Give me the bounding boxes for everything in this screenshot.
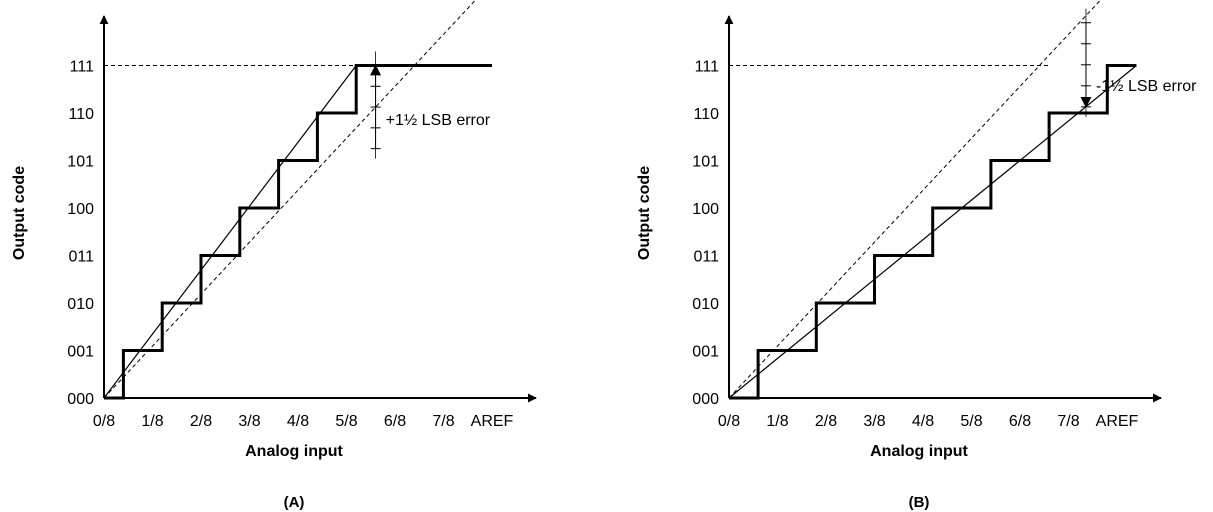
x-tick-label: 0/8 xyxy=(93,413,115,430)
y-tick-label: 000 xyxy=(67,391,94,408)
x-tick-label: 2/8 xyxy=(190,413,212,430)
actual-transfer-staircase xyxy=(104,64,492,400)
y-tick-label: 110 xyxy=(68,106,94,123)
error-annotation-label: +1½ LSB error xyxy=(386,112,491,129)
ideal-transfer-line xyxy=(728,0,1102,399)
y-tick-label: 001 xyxy=(67,344,94,361)
x-tick-label: 2/8 xyxy=(815,413,837,430)
y-tick-label: 001 xyxy=(692,344,719,361)
x-tick-label: 3/8 xyxy=(863,413,885,430)
x-tick-label: 3/8 xyxy=(238,413,260,430)
y-tick-label: 011 xyxy=(68,249,94,266)
y-tick-label: 101 xyxy=(692,154,719,171)
actual-transfer-line xyxy=(103,65,357,399)
x-tick-label: 1/8 xyxy=(141,413,163,430)
x-tick-label: 5/8 xyxy=(335,413,357,430)
y-tick-label: 010 xyxy=(692,296,719,313)
chart-panel-a: Output code Analog input (A) 0/8 1/8 2/8 3/… xyxy=(11,0,537,511)
y-tick-label: 100 xyxy=(692,201,719,218)
y-tick-label: 111 xyxy=(695,59,719,76)
panel-label: (A) xyxy=(284,494,305,511)
panel-label: (B) xyxy=(909,494,930,511)
x-tick-label: 4/8 xyxy=(912,413,934,430)
x-axis-title: Analog input xyxy=(870,443,968,460)
y-tick-label: 000 xyxy=(692,391,719,408)
y-tick-label: 110 xyxy=(693,106,719,123)
y-tick-label: 111 xyxy=(70,59,94,76)
x-tick-label: AREF xyxy=(471,413,514,430)
x-tick-label: 0/8 xyxy=(718,413,740,430)
x-axis-title: Analog input xyxy=(245,443,343,460)
x-tick-label: 6/8 xyxy=(1009,413,1031,430)
y-tick-label: 010 xyxy=(67,296,94,313)
x-tick-label: 5/8 xyxy=(960,413,982,430)
x-tick-label: 7/8 xyxy=(1057,413,1079,430)
y-axis-title: Output code xyxy=(636,166,653,260)
x-tick-label: AREF xyxy=(1096,413,1139,430)
x-tick-label: 6/8 xyxy=(384,413,406,430)
x-tick-label: 1/8 xyxy=(766,413,788,430)
actual-transfer-line xyxy=(728,65,1137,399)
x-tick-label: 4/8 xyxy=(287,413,309,430)
y-axis-title: Output code xyxy=(11,166,28,260)
x-tick-label: 7/8 xyxy=(432,413,454,430)
y-tick-label: 101 xyxy=(67,154,94,171)
chart-panel-b: Output code Analog input (B) 0/8 1/8 2/8 3/… xyxy=(636,0,1197,511)
error-annotation-label: -1½ LSB error xyxy=(1096,78,1197,95)
ideal-transfer-line xyxy=(103,0,477,399)
y-tick-label: 100 xyxy=(67,201,94,218)
y-tick-label: 011 xyxy=(693,249,719,266)
